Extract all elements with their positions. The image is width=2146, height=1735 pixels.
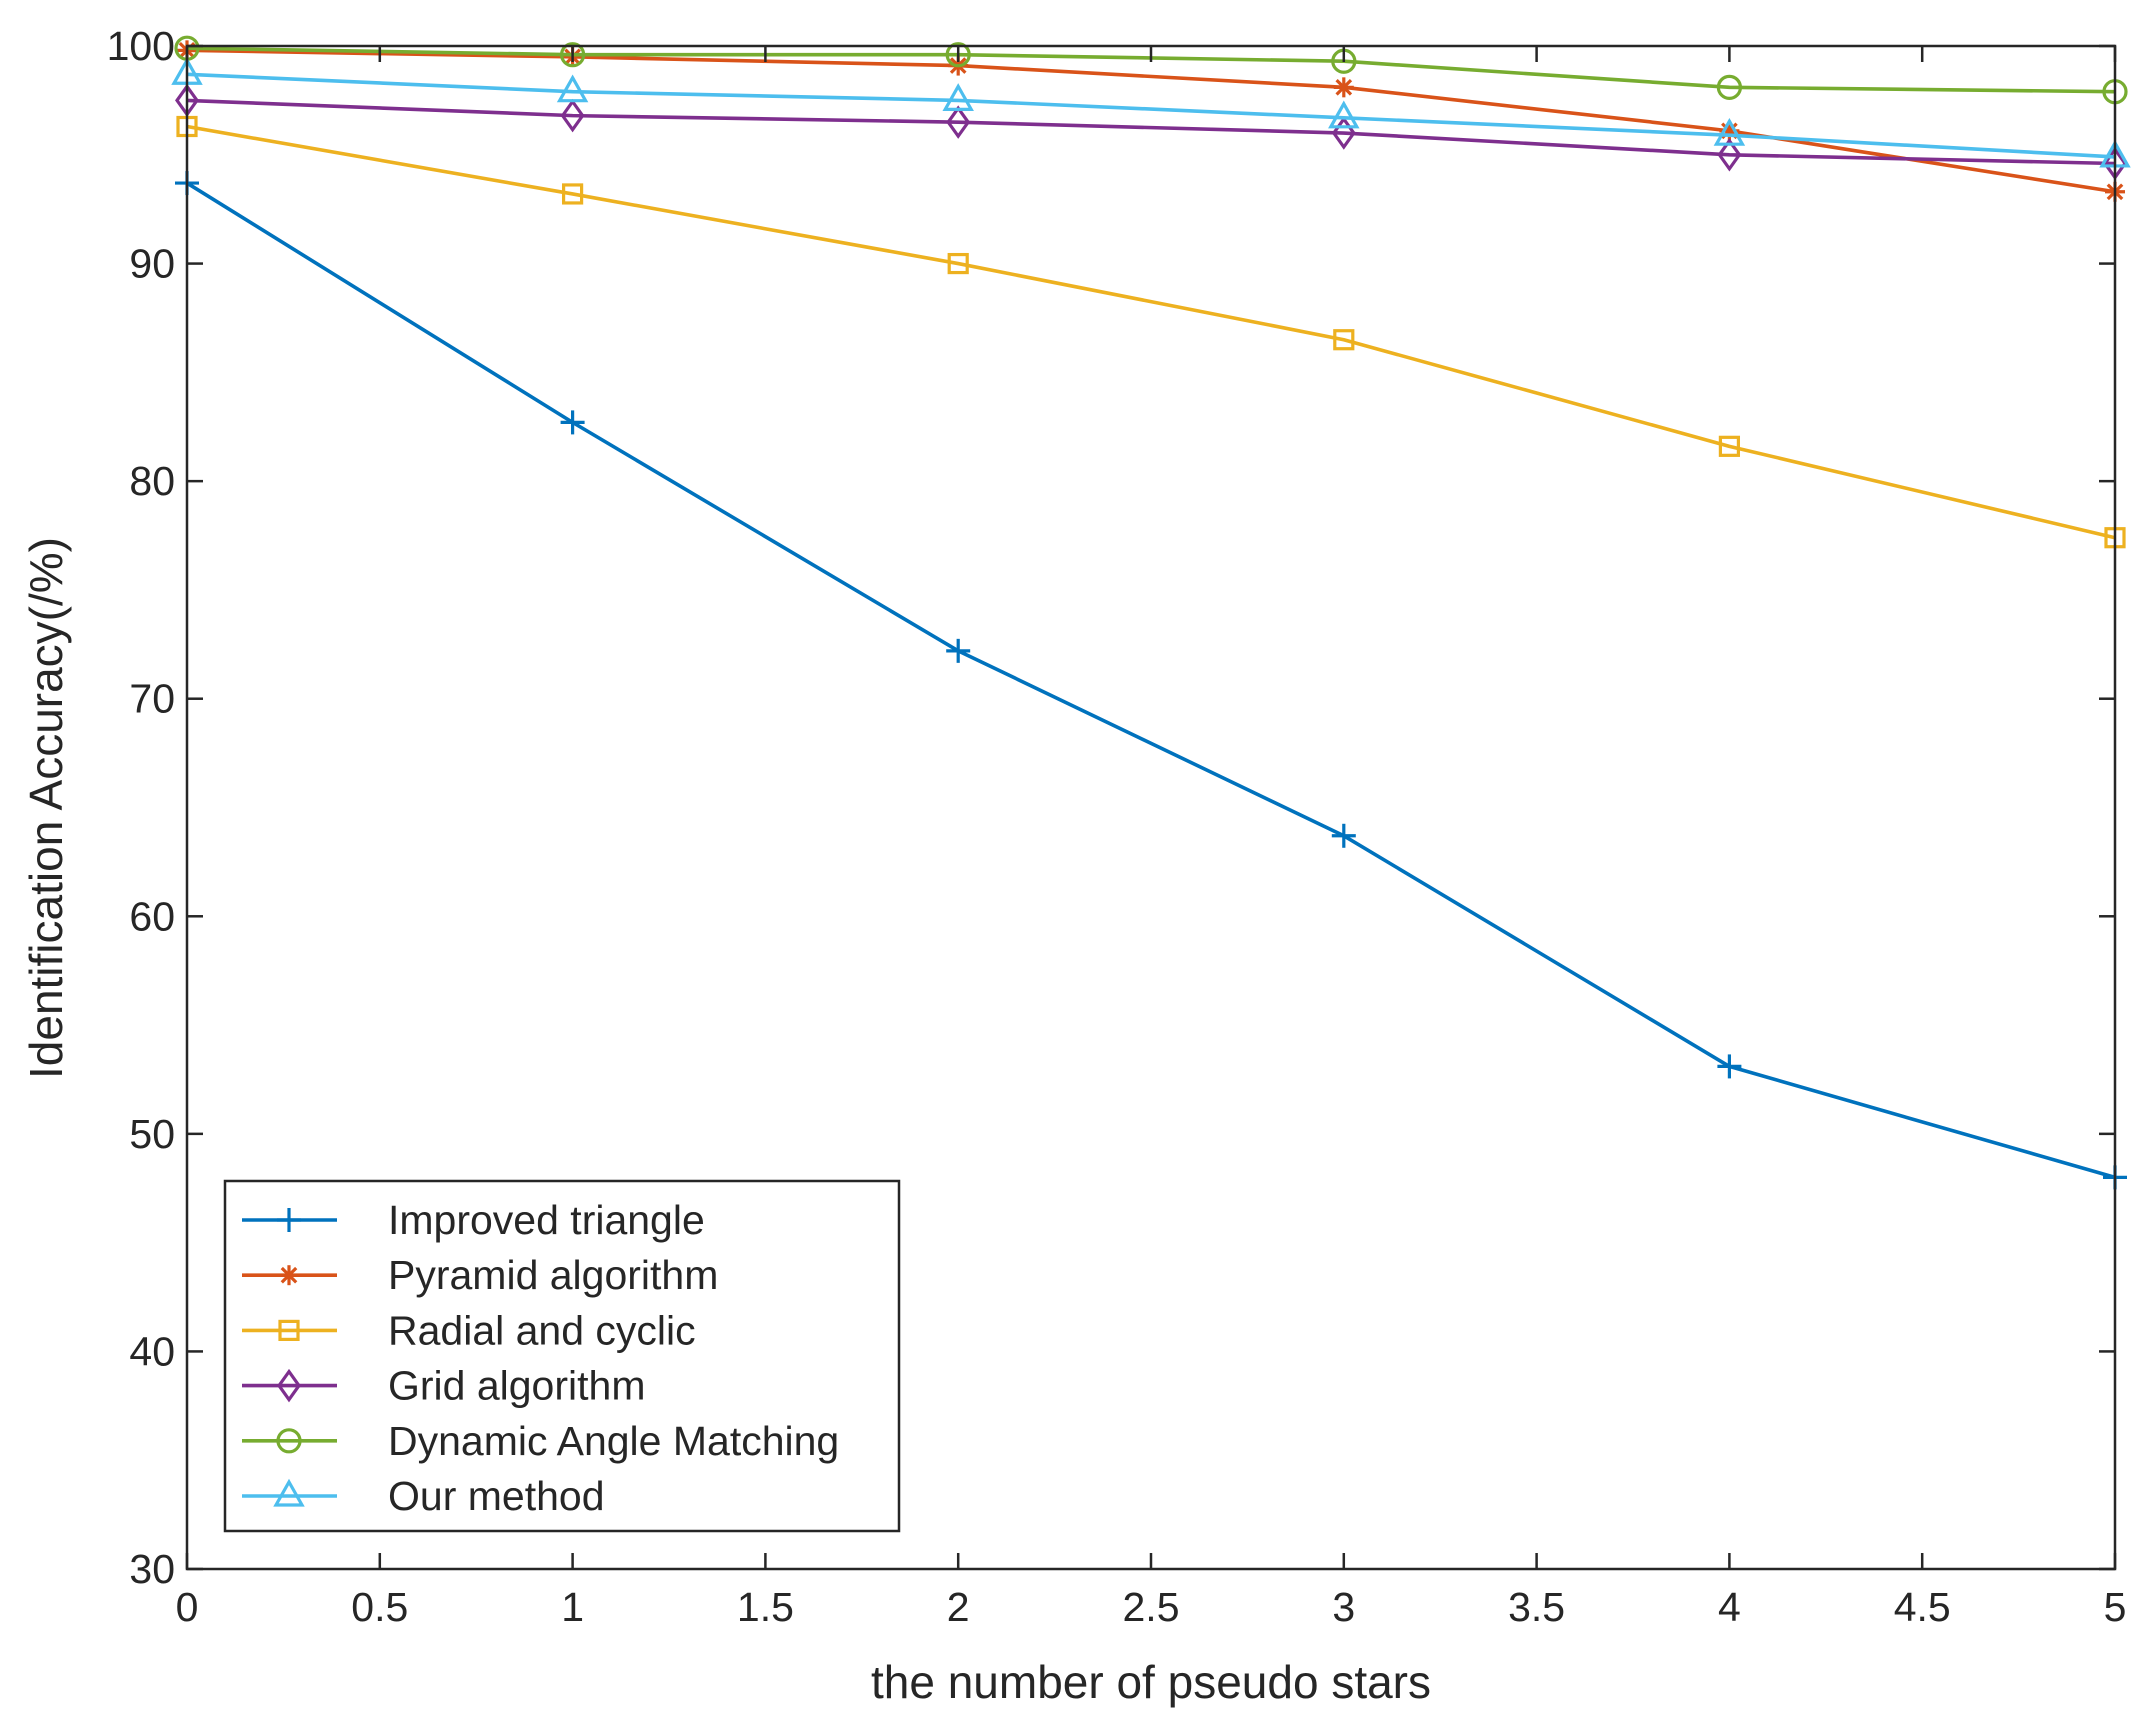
x-tick-label: 4.5 [1894,1584,1951,1630]
y-tick-label: 50 [129,1111,175,1157]
data-point-dynamic-angle-matching [559,42,586,68]
series-line-improved-triangle [186,181,2116,1180]
legend-label: Radial and cyclic [388,1307,696,1353]
legend-marker-grid-algorithm [277,1368,301,1403]
x-tick-label: 1 [561,1584,584,1630]
x-tick-label: 4 [1718,1584,1741,1630]
y-axis-label: Identification Accuracy(/%) [20,537,72,1079]
series-line-pyramid-algorithm [186,48,2116,194]
ticks-layer: 0 0.5 1 1.5 2 2.5 3 3.5 4 4.5 5 30 40 50 60 70 80 90 100 [107,23,2127,1630]
legend-marker-improved-triangle [277,1208,301,1232]
x-tick-label: 5 [2104,1584,2127,1630]
data-point-our-method [942,83,974,111]
data-point-improved-triangle [946,638,971,663]
data-point-dynamic-angle-matching [945,42,971,68]
x-tick-label: 2.5 [1123,1584,1180,1630]
x-tick-label: 3.5 [1508,1584,1565,1630]
data-point-radial-and-cyclic [1718,435,1741,457]
legend-item-pyramid-algorithm: Pyramid algorithm [242,1252,718,1298]
legend: Improved triangle Pyramid algorithm Radial… [223,1179,901,1533]
legend-label: Pyramid algorithm [388,1252,718,1298]
legend-item-dynamic-angle-matching: Dynamic Angle Matching [242,1418,839,1464]
y-tick-label: 80 [129,458,175,504]
y-tick-label: 90 [129,241,175,287]
data-point-radial-and-cyclic [561,183,584,205]
series-our-method [171,57,2131,168]
y-tick-label: 70 [129,676,175,722]
x-tick-label: 0.5 [351,1584,408,1630]
legend-marker-radial-and-cyclic [278,1319,300,1342]
data-point-grid-algorithm [946,105,971,139]
x-tick-label: 3 [1332,1584,1355,1630]
data-point-improved-triangle [560,410,585,435]
legend-item-our-method: Our method [242,1473,605,1519]
legend-marker-dynamic-angle-matching [276,1428,302,1454]
series-line-our-method [186,72,2116,159]
y-tick-label: 30 [129,1546,175,1592]
series-line-radial-and-cyclic [186,124,2116,540]
legend-item-improved-triangle: Improved triangle [242,1197,705,1243]
legend-label: Improved triangle [388,1197,705,1243]
y-tick-label: 60 [129,893,175,939]
y-tick-label: 40 [129,1328,175,1374]
x-axis-label: the number of pseudo stars [871,1656,1431,1708]
legend-label: Our method [388,1473,605,1519]
data-point-our-method [1328,100,1360,129]
x-tick-label: 0 [176,1584,199,1630]
legend-item-grid-algorithm: Grid algorithm [242,1363,645,1409]
legend-box [223,1179,901,1533]
data-point-radial-and-cyclic [1333,329,1355,351]
legend-marker-our-method [273,1478,305,1507]
legend-marker-pyramid-algorithm [279,1265,299,1286]
x-tick-label: 1.5 [737,1584,794,1630]
data-point-our-method [1713,117,1746,146]
data-point-improved-triangle [1331,823,1356,848]
data-point-grid-algorithm [1717,138,1742,172]
legend-label: Grid algorithm [388,1363,645,1409]
legend-label: Dynamic Angle Matching [388,1418,839,1464]
x-tick-label: 2 [947,1584,970,1630]
data-point-pyramid-algorithm [1333,77,1354,98]
data-point-improved-triangle [1717,1054,1742,1079]
data-point-radial-and-cyclic [947,252,969,275]
data-point-grid-algorithm [560,98,585,133]
data-point-dynamic-angle-matching [1716,74,1743,100]
series-line-grid-algorithm [186,98,2116,166]
y-tick-label: 100 [107,23,175,69]
legend-item-radial-and-cyclic: Radial and cyclic [242,1307,696,1353]
data-point-our-method [556,74,589,103]
